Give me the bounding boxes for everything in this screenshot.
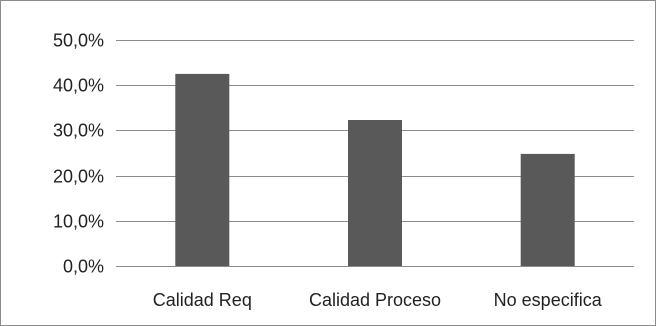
bar-no-especifica	[520, 153, 575, 266]
x-category-label: No especifica	[494, 290, 603, 310]
bar-calidad-req	[175, 73, 230, 267]
bars	[175, 73, 575, 267]
y-tick-label: 0,0%	[63, 257, 104, 277]
y-tick-label: 30,0%	[53, 121, 104, 141]
y-tick-label: 40,0%	[53, 76, 104, 96]
bar-calidad-proceso	[348, 120, 402, 266]
x-category-label: Calidad Req	[153, 290, 252, 310]
x-axis-category-labels: Calidad Req Calidad Proceso No especifica	[153, 290, 603, 310]
y-tick-label: 50,0%	[53, 31, 104, 51]
x-category-label: Calidad Proceso	[309, 290, 441, 310]
y-tick-label: 10,0%	[53, 212, 104, 232]
y-tick-label: 20,0%	[53, 167, 104, 187]
y-axis-tick-labels: 0,0% 10,0% 20,0% 30,0% 40,0% 50,0%	[53, 31, 104, 277]
